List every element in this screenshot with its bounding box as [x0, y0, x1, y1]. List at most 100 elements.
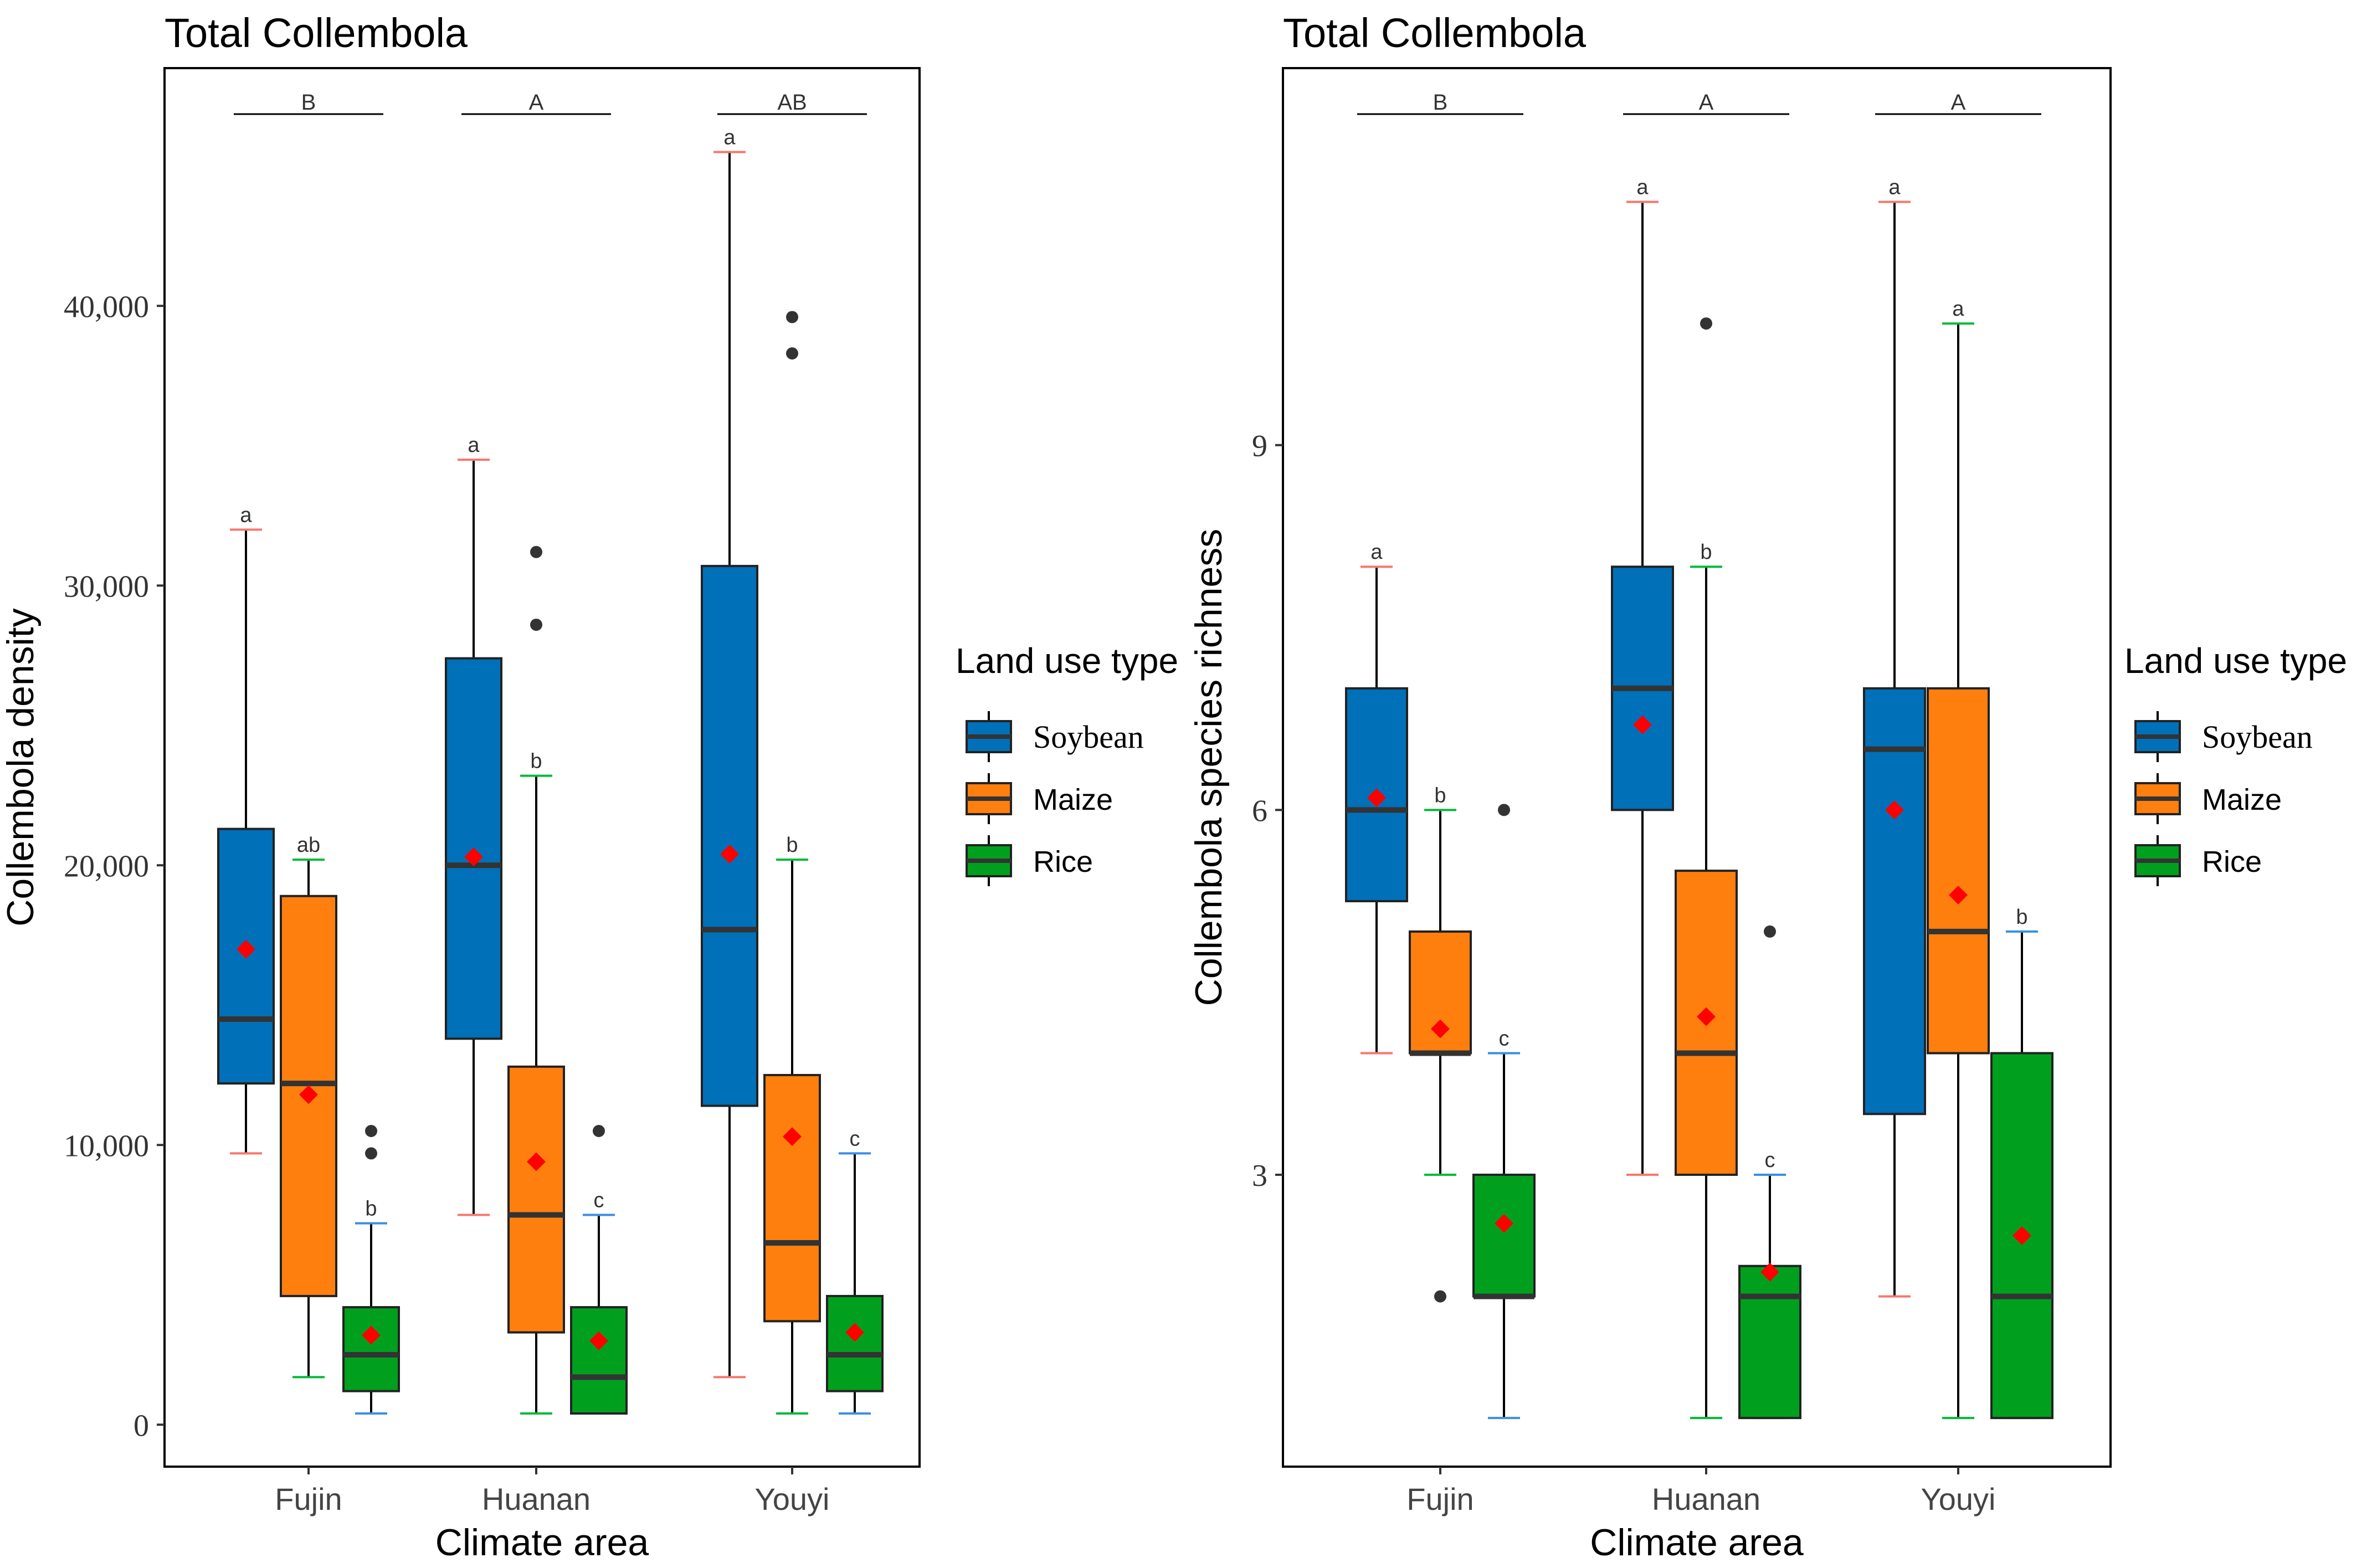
box-soybean-fujin: a: [217, 503, 275, 1155]
box-body: [1738, 1264, 1801, 1420]
significance-letter: b: [530, 750, 542, 773]
significance-letter: a: [1952, 297, 1964, 321]
box-body: [280, 894, 337, 1297]
mean-marker: [1495, 1214, 1513, 1233]
y-tick-label: 9: [1252, 429, 1267, 464]
mean-marker: [299, 1085, 318, 1104]
outlier-point: [365, 1125, 377, 1137]
outlier-point: [530, 618, 542, 631]
mean-marker: [2013, 1226, 2031, 1245]
legend-label-rice: Rice: [1033, 845, 1093, 878]
y-tick-label: 20,000: [64, 849, 149, 883]
box-body: [1927, 687, 1990, 1055]
x-tick-label: Huanan: [482, 1482, 591, 1516]
mean-marker: [362, 1325, 381, 1345]
y-tick-label: 30,000: [64, 569, 149, 604]
box-maize-fujin: b: [1409, 784, 1472, 1303]
box-body: [1472, 1174, 1536, 1298]
box-body: [763, 1074, 821, 1323]
box-soybean-huanan: a: [445, 434, 502, 1216]
significance-letter: b: [786, 834, 798, 857]
y-axis-title: Collembola species richness: [1188, 529, 1230, 1006]
box-rice-huanan: c: [1738, 925, 1801, 1420]
box-rice-fujin: b: [342, 1125, 400, 1415]
mean-marker: [464, 847, 483, 867]
box-body: [826, 1294, 884, 1392]
mean-marker: [1697, 1007, 1716, 1026]
box-rice-youyi: c: [826, 1127, 884, 1415]
significance-letter: a: [1888, 176, 1901, 199]
outlier-point: [1700, 317, 1712, 330]
y-tick-label: 40,000: [64, 290, 149, 324]
x-tick-label: Huanan: [1652, 1482, 1760, 1516]
box-maize-huanan: b: [507, 546, 565, 1415]
legend-label-maize: Maize: [1033, 783, 1113, 816]
plot-frame: [1282, 67, 2112, 1468]
mean-marker: [1431, 1019, 1450, 1039]
outlier-point: [593, 1125, 605, 1137]
significance-letter: ab: [297, 834, 320, 857]
y-tick-label: 10,000: [64, 1129, 149, 1163]
legend-label-maize: Maize: [2202, 783, 2282, 816]
mean-marker: [527, 1152, 546, 1171]
y-tick-label: 3: [1252, 1159, 1267, 1193]
box-soybean-youyi: a: [701, 126, 758, 1379]
x-tick-label: Youyi: [1921, 1482, 1996, 1516]
mean-marker: [845, 1323, 864, 1342]
y-axis-title: Collembola density: [0, 608, 42, 927]
outlier-point: [786, 347, 798, 360]
mean-marker: [1885, 800, 1904, 820]
significance-letter: a: [723, 126, 736, 150]
box-body: [570, 1306, 628, 1415]
legend: Land use type Soybean Maize Rice: [2124, 641, 2347, 886]
significance-letter: b: [1434, 784, 1446, 807]
box-soybean-youyi: a: [1863, 176, 1926, 1298]
mean-marker: [1949, 886, 1968, 905]
x-tick-label: Fujin: [275, 1482, 342, 1516]
outlier-point: [1434, 1290, 1446, 1303]
legend-title: Land use type: [956, 641, 1178, 681]
significance-letter: c: [594, 1189, 604, 1212]
significance-letter: b: [2016, 906, 2027, 929]
legend-label-rice: Rice: [2202, 845, 2262, 878]
x-axis-title: Climate area: [1590, 1521, 1804, 1564]
mean-marker: [720, 845, 739, 864]
mean-marker: [237, 939, 255, 959]
outlier-point: [786, 311, 798, 323]
box-body: [507, 1065, 565, 1334]
box-rice-huanan: c: [570, 1125, 628, 1415]
box-soybean-fujin: a: [1345, 541, 1408, 1055]
y-tick-label: 6: [1252, 794, 1267, 828]
outlier-point: [1498, 804, 1510, 816]
significance-letter: a: [468, 434, 480, 457]
significance-letter: c: [850, 1127, 860, 1150]
significance-letter: b: [365, 1197, 377, 1221]
group-letter: B: [1433, 90, 1448, 115]
legend-title: Land use type: [2124, 641, 2347, 681]
legend-label-soybean: Soybean: [2202, 719, 2313, 755]
box-maize-huanan: b: [1675, 317, 1738, 1420]
outlier-point: [365, 1147, 377, 1160]
mean-marker: [1760, 1262, 1779, 1282]
significance-letter: c: [1765, 1149, 1775, 1172]
mean-marker: [1633, 715, 1652, 734]
x-tick-label: Youyi: [755, 1482, 830, 1516]
chart-title: Total Collembola: [165, 10, 468, 56]
mean-marker: [783, 1127, 802, 1147]
legend-label-soybean: Soybean: [1033, 719, 1144, 755]
box-body: [701, 564, 758, 1107]
chart-title: Total Collembola: [1283, 10, 1587, 56]
plot-frame: [163, 67, 921, 1468]
box-rice-fujin: c: [1472, 804, 1536, 1420]
outlier-point: [1764, 925, 1776, 938]
box-maize-fujin: ab: [280, 834, 337, 1379]
significance-letter: a: [240, 503, 252, 527]
mean-marker: [589, 1331, 608, 1350]
significance-letter: c: [1499, 1027, 1510, 1050]
box-soybean-huanan: a: [1611, 176, 1674, 1176]
significance-letter: a: [1370, 541, 1383, 564]
outlier-point: [530, 546, 542, 558]
panel-2: Total Collembola 3 6 9 Fujin Huanan Youyi Clima…: [1188, 10, 2347, 1564]
box-maize-youyi: a: [1927, 297, 1990, 1420]
